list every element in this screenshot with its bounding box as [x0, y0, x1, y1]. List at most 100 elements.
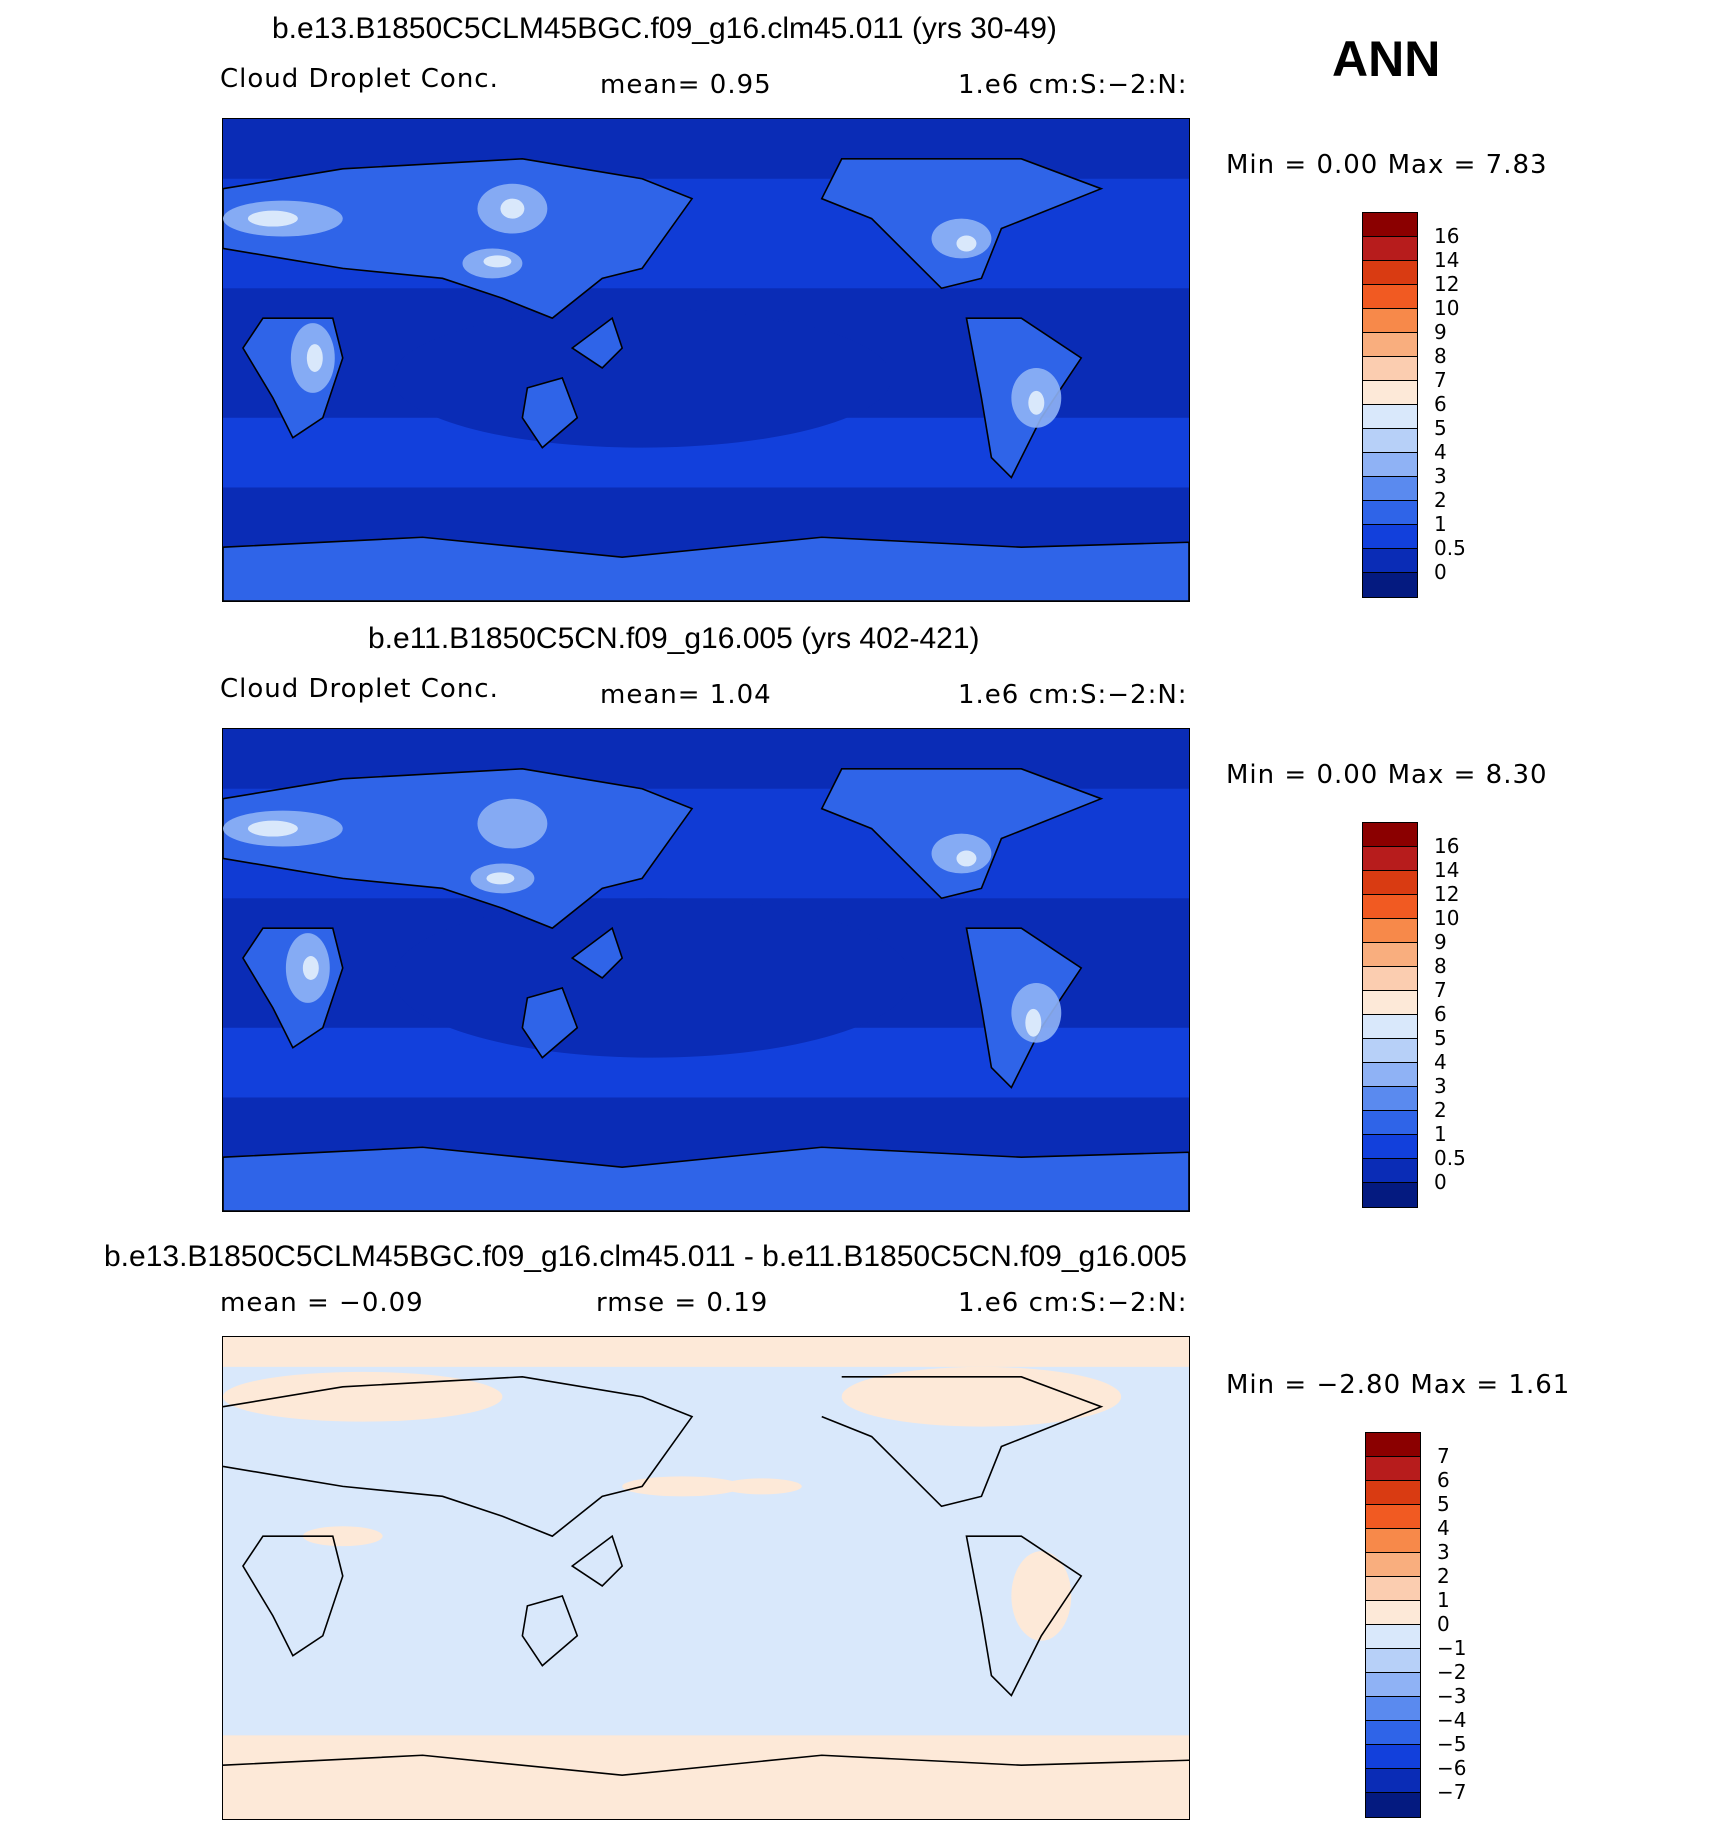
panel3-mean: mean = −0.09 [220, 1288, 424, 1318]
colorbar-tick-label: 12 [1434, 272, 1460, 296]
colorbar-tick-label: 9 [1434, 930, 1447, 954]
colorbar-tick-label: 0 [1437, 1612, 1450, 1636]
colorbar-tick-label: 7 [1437, 1444, 1450, 1468]
colorbar-tick-label: 5 [1434, 1026, 1447, 1050]
colorbar-swatch [1366, 1649, 1420, 1673]
panel2-title: b.e11.B1850C5CN.f09_g16.005 (yrs 402-421… [368, 622, 980, 655]
panel3-map [222, 1336, 1190, 1820]
colorbar-tick-label: −5 [1437, 1732, 1467, 1756]
colorbar-swatch [1363, 1111, 1417, 1135]
panel3-rmse: rmse = 0.19 [596, 1288, 769, 1318]
panel2-field-label: Cloud Droplet Conc. [220, 674, 499, 704]
colorbar-tick-label: 0.5 [1434, 1146, 1466, 1170]
colorbar-swatch [1363, 919, 1417, 943]
colorbar-swatch [1363, 237, 1417, 261]
panel1-map [222, 118, 1190, 602]
colorbar-tick-label: 4 [1437, 1516, 1450, 1540]
colorbar-swatch [1363, 823, 1417, 847]
colorbar-swatch [1366, 1577, 1420, 1601]
colorbar-swatch [1363, 871, 1417, 895]
colorbar-tick-label: 3 [1434, 1074, 1447, 1098]
colorbar-tick-label: 8 [1434, 344, 1447, 368]
colorbar-tick-label: −7 [1437, 1780, 1467, 1804]
colorbar-swatch [1363, 943, 1417, 967]
colorbar-swatch [1363, 991, 1417, 1015]
colorbar-swatch [1363, 1063, 1417, 1087]
panel2-map [222, 728, 1190, 1212]
colorbar-swatch [1366, 1697, 1420, 1721]
colorbar-swatch [1363, 1039, 1417, 1063]
colorbar-swatch [1363, 895, 1417, 919]
colorbar-swatch [1366, 1721, 1420, 1745]
colorbar-tick-label: 1 [1437, 1588, 1450, 1612]
colorbar-tick-label: −2 [1437, 1660, 1467, 1684]
colorbar-swatch [1363, 1183, 1417, 1207]
colorbar-tick-label: 2 [1434, 1098, 1447, 1122]
panel3-colorbar [1365, 1432, 1421, 1818]
colorbar-tick-label: 4 [1434, 1050, 1447, 1074]
panel1-colorbar [1362, 212, 1418, 598]
colorbar-swatch [1363, 573, 1417, 597]
panel3-units: 1.e6 cm:S:−2:N: [958, 1288, 1188, 1318]
colorbar-swatch [1363, 285, 1417, 309]
colorbar-swatch [1363, 429, 1417, 453]
colorbar-swatch [1363, 477, 1417, 501]
colorbar-swatch [1363, 967, 1417, 991]
colorbar-swatch [1363, 213, 1417, 237]
colorbar-tick-label: 2 [1434, 488, 1447, 512]
colorbar-swatch [1366, 1769, 1420, 1793]
panel1-field-label: Cloud Droplet Conc. [220, 64, 499, 94]
colorbar-tick-label: −3 [1437, 1684, 1467, 1708]
colorbar-tick-label: −1 [1437, 1636, 1467, 1660]
colorbar-tick-label: 5 [1437, 1492, 1450, 1516]
colorbar-tick-label: 0.5 [1434, 536, 1466, 560]
colorbar-tick-label: 3 [1434, 464, 1447, 488]
colorbar-tick-label: 6 [1437, 1468, 1450, 1492]
colorbar-swatch [1363, 453, 1417, 477]
panel2-minmax: Min = 0.00 Max = 8.30 [1226, 760, 1548, 790]
colorbar-swatch [1366, 1433, 1420, 1457]
colorbar-tick-label: 14 [1434, 858, 1460, 882]
colorbar-swatch [1363, 1015, 1417, 1039]
colorbar-swatch [1366, 1481, 1420, 1505]
colorbar-swatch [1366, 1457, 1420, 1481]
colorbar-swatch [1363, 549, 1417, 573]
panel1-mean: mean= 0.95 [600, 70, 772, 100]
colorbar-tick-label: 0 [1434, 1170, 1447, 1194]
colorbar-swatch [1366, 1505, 1420, 1529]
colorbar-tick-label: 1 [1434, 1122, 1447, 1146]
colorbar-swatch [1363, 381, 1417, 405]
colorbar-swatch [1363, 261, 1417, 285]
colorbar-tick-label: 6 [1434, 392, 1447, 416]
colorbar-tick-label: −4 [1437, 1708, 1467, 1732]
colorbar-tick-label: 10 [1434, 906, 1460, 930]
panel3-title: b.e13.B1850C5CLM45BGC.f09_g16.clm45.011 … [104, 1240, 1187, 1273]
panel1-title: b.e13.B1850C5CLM45BGC.f09_g16.clm45.011 … [272, 12, 1057, 45]
colorbar-tick-label: 6 [1434, 1002, 1447, 1026]
colorbar-swatch [1366, 1529, 1420, 1553]
panel2-map-svg [223, 729, 1189, 1211]
colorbar-swatch [1366, 1673, 1420, 1697]
colorbar-tick-label: 1 [1434, 512, 1447, 536]
colorbar-tick-label: 16 [1434, 224, 1460, 248]
colorbar-tick-label: 16 [1434, 834, 1460, 858]
colorbar-swatch [1366, 1793, 1420, 1817]
colorbar-tick-label: 9 [1434, 320, 1447, 344]
colorbar-tick-label: 8 [1434, 954, 1447, 978]
panel1-units: 1.e6 cm:S:−2:N: [958, 70, 1188, 100]
colorbar-tick-label: 2 [1437, 1564, 1450, 1588]
colorbar-tick-label: 12 [1434, 882, 1460, 906]
colorbar-swatch [1363, 405, 1417, 429]
panel2-mean: mean= 1.04 [600, 680, 772, 710]
panel2-colorbar [1362, 822, 1418, 1208]
colorbar-swatch [1363, 333, 1417, 357]
panel1-map-svg [223, 119, 1189, 601]
colorbar-tick-label: 4 [1434, 440, 1447, 464]
colorbar-swatch [1363, 1159, 1417, 1183]
colorbar-tick-label: 7 [1434, 978, 1447, 1002]
colorbar-swatch [1363, 1135, 1417, 1159]
colorbar-swatch [1366, 1553, 1420, 1577]
colorbar-tick-label: 7 [1434, 368, 1447, 392]
colorbar-tick-label: 0 [1434, 560, 1447, 584]
colorbar-tick-label: −6 [1437, 1756, 1467, 1780]
